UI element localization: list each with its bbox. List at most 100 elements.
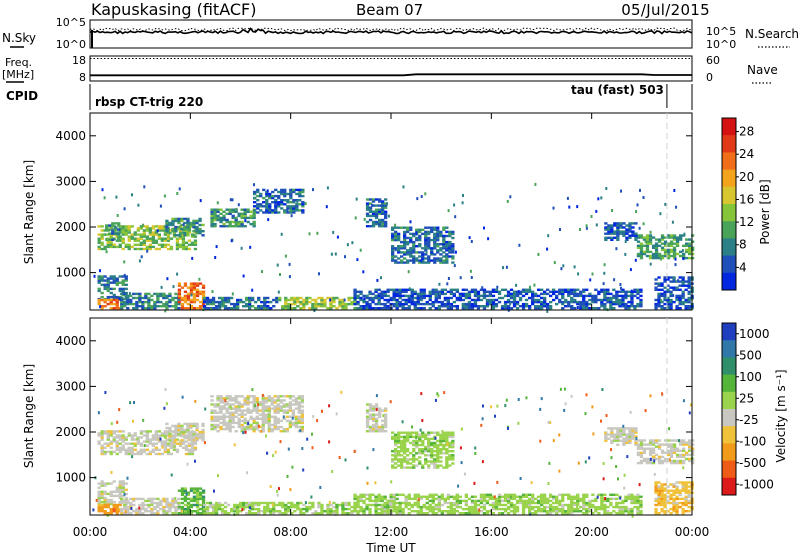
heatmap-cell: [386, 300, 390, 304]
heatmap-cell: [151, 235, 155, 238]
heatmap-cell: [666, 290, 670, 293]
heatmap-cell: [154, 233, 158, 236]
heatmap-cell: [436, 249, 440, 252]
heatmap-cell: [636, 505, 640, 509]
heatmap-cell: [403, 230, 407, 234]
heatmap-cell: [384, 417, 388, 420]
heatmap-cell: [150, 501, 154, 505]
heatmap-cell: [266, 296, 270, 300]
heatmap-cell: [415, 245, 419, 248]
heatmap-cell: [210, 395, 214, 398]
heatmap-cell: [213, 409, 217, 412]
heatmap-cell: [467, 512, 472, 515]
heatmap-cell: [449, 305, 453, 308]
heatmap-cell: [491, 307, 496, 310]
heatmap-cell: [252, 427, 256, 431]
heatmap-cell: [253, 205, 257, 208]
heatmap-cell: [395, 288, 399, 291]
heatmap-cell: [377, 292, 381, 296]
heatmap-cell: [479, 294, 484, 298]
heatmap-cell: [515, 300, 520, 304]
heatmap-cell: [374, 503, 378, 507]
heatmap-cell: [97, 279, 101, 282]
heatmap-cell: [691, 461, 695, 465]
heatmap-cell: [305, 507, 309, 511]
heatmap-cell: [228, 417, 232, 420]
heatmap-cell: [600, 501, 604, 505]
heatmap-cell: [546, 512, 550, 515]
heatmap-cell: [225, 395, 229, 398]
heatmap-cell: [678, 276, 682, 279]
heatmap-cell: [280, 188, 284, 192]
heatmap-cell: [109, 302, 113, 306]
heatmap-cell: [151, 239, 155, 242]
heatmap-cell: [654, 288, 658, 291]
heatmap-cell: [439, 456, 443, 459]
heatmap-cell: [669, 439, 674, 442]
heatmap-cell: [687, 286, 691, 289]
heatmap-cell: [297, 395, 301, 398]
heatmap-cell: [400, 443, 404, 447]
heatmap-cell: [277, 196, 281, 200]
heatmap-cell: [371, 210, 376, 213]
heatmap-cell: [442, 439, 446, 443]
heatmap-cell: [391, 464, 395, 467]
heatmap-cell: [445, 240, 449, 244]
heatmap-cell: [183, 294, 188, 298]
heatmap-cell: [691, 447, 695, 450]
heatmap-cell: [184, 440, 189, 443]
cpid-strip: CPID rbsp CT-trig 220 tau (fast) 503: [6, 83, 693, 110]
heatmap-cell: [406, 462, 410, 465]
heatmap-cell: [156, 294, 160, 298]
heatmap-cell: [192, 510, 197, 513]
heatmap-cell: [561, 507, 565, 511]
heatmap-cell: [427, 445, 431, 449]
heatmap-cell: [400, 240, 404, 244]
heatmap-cell: [506, 292, 511, 296]
heatmap-cell: [296, 296, 300, 300]
heatmap-cell: [97, 237, 101, 240]
heatmap-cell: [503, 294, 508, 298]
heatmap-cell: [210, 417, 214, 420]
heatmap-cell: [106, 444, 110, 447]
heatmap-cell: [177, 497, 181, 501]
heatmap-cell: [407, 270, 410, 274]
heatmap-cell: [638, 226, 641, 230]
heatmap-cell: [267, 411, 271, 414]
heatmap-cell: [118, 245, 122, 249]
heatmap-cell: [442, 255, 446, 258]
heatmap-cell: [270, 423, 274, 427]
heatmap-cell: [663, 443, 668, 446]
heatmap-cell: [663, 487, 667, 490]
heatmap-cell: [442, 245, 446, 248]
heatmap-cell: [353, 507, 357, 511]
heatmap-cell: [202, 512, 207, 515]
heatmap-cell: [292, 201, 296, 204]
heatmap-cell: [660, 236, 665, 239]
heatmap-cell: [470, 499, 475, 503]
heatmap-cell: [190, 293, 193, 297]
heatmap-cell: [672, 510, 676, 513]
heatmap-cell: [281, 305, 285, 308]
heatmap-cell: [171, 501, 175, 505]
heatmap-cell: [394, 226, 398, 229]
heatmap-cell: [132, 497, 136, 501]
heatmap-cell: [214, 510, 219, 513]
heatmap-cell: [249, 210, 253, 213]
heatmap-cell: [546, 247, 549, 251]
heatmap-cell: [424, 435, 428, 439]
heatmap-cell: [627, 305, 631, 308]
heatmap-cell: [636, 499, 640, 503]
heatmap-cell: [344, 503, 348, 507]
heatmap-cell: [217, 296, 222, 300]
heatmap-cell: [202, 507, 207, 511]
heatmap-cell: [576, 493, 580, 496]
colorbar-frame: [721, 117, 737, 291]
heatmap-cell: [365, 214, 370, 218]
heatmap-cell: [543, 497, 547, 501]
heatmap-cell: [237, 401, 241, 404]
heatmap-cell: [672, 501, 676, 505]
heatmap-cell: [192, 292, 197, 296]
heatmap-cell: [409, 255, 413, 258]
heatmap-cell: [610, 429, 614, 432]
